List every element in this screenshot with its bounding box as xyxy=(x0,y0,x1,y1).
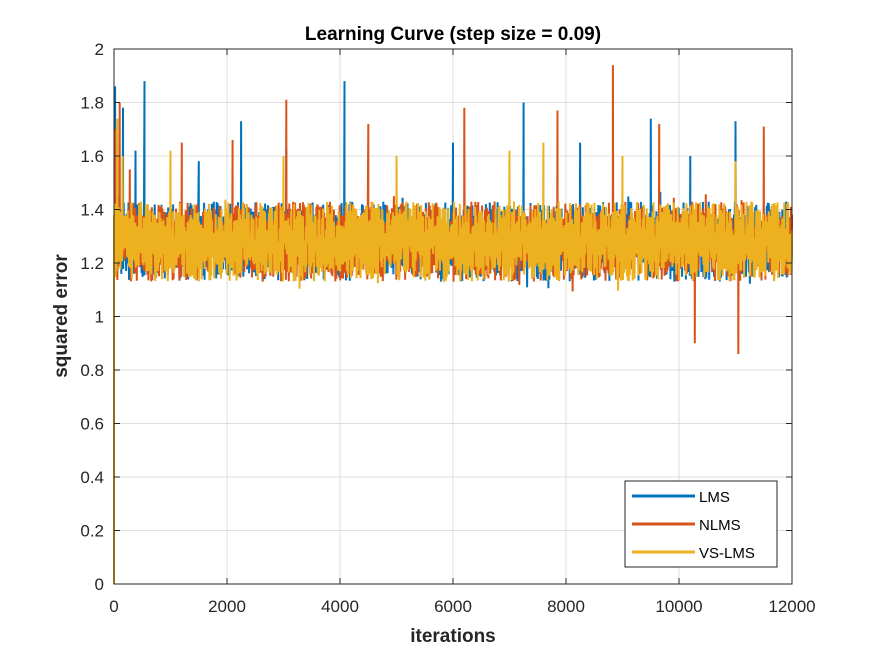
x-tick-label: 2000 xyxy=(208,597,246,616)
y-tick-label: 1.4 xyxy=(80,201,104,220)
legend-label-vs-lms: VS-LMS xyxy=(699,545,755,562)
x-axis-label: iterations xyxy=(410,626,496,647)
y-tick-label: 1.2 xyxy=(80,254,104,273)
legend-label-lms: LMS xyxy=(699,489,730,506)
y-tick-label: 2 xyxy=(95,40,104,59)
y-axis-label: squared error xyxy=(51,254,72,378)
y-tick-labels: 0 0.2 0.4 0.6 0.8 1 1.2 1.4 1.6 1.8 2 xyxy=(80,40,104,594)
y-tick-label: 0.4 xyxy=(80,468,104,487)
x-tick-label: 8000 xyxy=(547,597,585,616)
x-tick-label: 12000 xyxy=(768,597,815,616)
y-tick-label: 0 xyxy=(95,575,104,594)
y-tick-label: 1 xyxy=(95,308,104,327)
x-tick-labels: 0 2000 4000 6000 8000 10000 12000 xyxy=(109,597,815,616)
y-tick-label: 0.6 xyxy=(80,415,104,434)
x-tick-label: 4000 xyxy=(321,597,359,616)
x-tick-label: 6000 xyxy=(434,597,472,616)
series-line-vs-lms xyxy=(113,118,793,584)
legend: LMS NLMS VS-LMS xyxy=(624,480,778,568)
x-tick-label: 0 xyxy=(109,597,118,616)
chart-title: Learning Curve (step size = 0.09) xyxy=(305,24,601,45)
y-tick-label: 0.8 xyxy=(80,361,104,380)
tick-marks xyxy=(113,48,793,585)
x-tick-label: 10000 xyxy=(655,597,702,616)
y-tick-label: 0.2 xyxy=(80,522,104,541)
legend-label-nlms: NLMS xyxy=(699,517,741,534)
y-tick-label: 1.8 xyxy=(80,94,104,113)
series-layer xyxy=(113,65,793,584)
y-tick-label: 1.6 xyxy=(80,147,104,166)
